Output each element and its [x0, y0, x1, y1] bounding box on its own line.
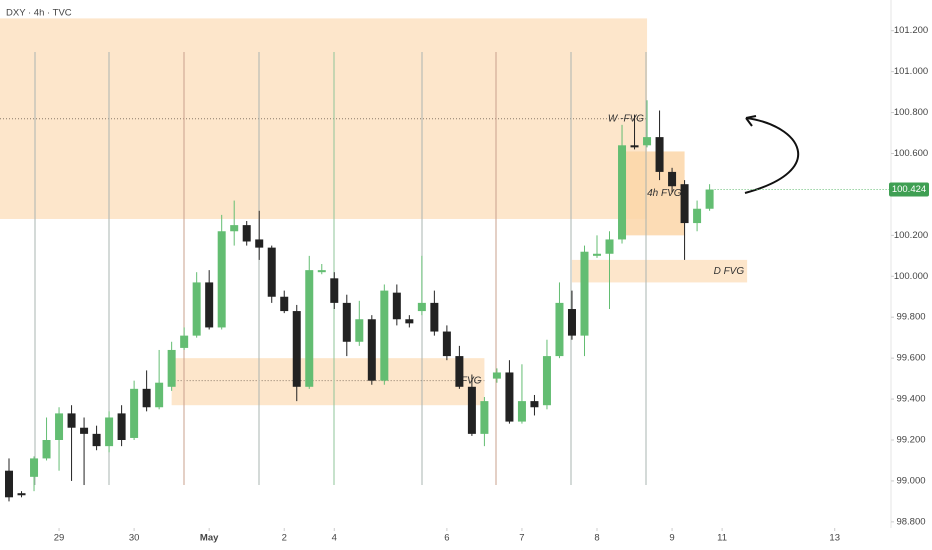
candle-body	[492, 372, 501, 379]
candle-body	[680, 184, 689, 224]
fvg-zone	[622, 151, 685, 236]
candle-body	[530, 401, 539, 408]
candle-body	[542, 356, 551, 406]
candle-body	[30, 458, 39, 477]
candle-body	[593, 253, 602, 256]
zone-label: D FVG	[714, 266, 745, 277]
candle-body	[668, 171, 677, 187]
x-tick-label: 13	[829, 533, 840, 544]
fvg-zone	[171, 358, 485, 406]
candle-body	[643, 137, 652, 146]
y-tick-label: 99.800	[896, 312, 925, 323]
candle-body	[17, 493, 26, 496]
candle-body	[92, 433, 101, 447]
fvg-zone	[0, 18, 648, 219]
zone-label: FVG	[461, 375, 482, 386]
y-tick-label: 100.600	[894, 148, 928, 159]
candle-body	[330, 278, 339, 303]
candle-body	[705, 189, 714, 209]
y-tick-label: 101.200	[894, 25, 928, 36]
candle-body	[130, 388, 139, 438]
y-tick-label: 101.000	[894, 66, 928, 77]
y-tick-label: 100.800	[894, 107, 928, 118]
candle-body	[580, 251, 589, 336]
chart-title: DXY · 4h · TVC	[6, 8, 72, 19]
candle-body	[567, 309, 576, 336]
candle-body	[142, 388, 151, 408]
arrow	[744, 115, 800, 194]
candle-body	[417, 302, 426, 312]
candle-body	[517, 401, 526, 422]
y-tick-label: 99.200	[896, 435, 925, 446]
candle-body	[267, 247, 276, 297]
candle-body	[217, 231, 226, 328]
candle-body	[655, 137, 664, 172]
candle-body	[192, 282, 201, 336]
candle-body	[5, 470, 14, 498]
candle-body	[618, 145, 627, 240]
candle-body	[117, 413, 126, 440]
candle-body	[342, 302, 351, 342]
candle-body	[242, 225, 251, 242]
x-tick-label: 8	[594, 533, 599, 544]
y-tick-label: 99.400	[896, 394, 925, 405]
candle-body	[467, 386, 476, 434]
y-tick-label: 98.800	[896, 516, 925, 527]
candle-body	[630, 145, 639, 148]
x-tick-label: 11	[717, 533, 727, 544]
zone-label: 4h FVG	[647, 188, 682, 199]
x-tick-label: 9	[669, 533, 674, 544]
candle-body	[430, 302, 439, 332]
candle-body	[380, 290, 389, 381]
candle-body	[230, 225, 239, 232]
fvg-zone	[571, 259, 748, 283]
candle-body	[367, 319, 376, 381]
candle-body	[205, 282, 214, 328]
candle-body	[55, 413, 64, 440]
last-price-label: 100.424	[892, 184, 926, 195]
candle-body	[405, 319, 414, 324]
x-tick-label: 29	[54, 533, 65, 544]
candle-body	[505, 372, 514, 422]
candle-body	[480, 401, 489, 434]
x-tick-label: 30	[129, 533, 140, 544]
candle-body	[555, 302, 564, 357]
candle-body	[80, 427, 89, 434]
x-tick-label: 7	[519, 533, 524, 544]
candle-body	[255, 239, 264, 248]
candle-body	[317, 270, 326, 273]
y-tick-label: 100.000	[894, 271, 928, 282]
candle-body	[280, 296, 289, 312]
candle-body	[292, 311, 301, 387]
candle-body	[392, 292, 401, 320]
candle-body	[305, 270, 314, 387]
x-tick-label: May	[200, 533, 219, 544]
last-price-tag	[889, 182, 929, 197]
candle-body	[355, 319, 364, 342]
x-tick-label: 6	[444, 533, 449, 544]
candle-body	[167, 349, 176, 387]
y-tick-label: 100.200	[894, 230, 928, 241]
candle-body	[180, 335, 189, 348]
candle-body	[42, 440, 51, 459]
candle-body	[105, 417, 114, 447]
x-tick-label: 2	[282, 533, 287, 544]
candle-body	[455, 356, 464, 387]
zone-label: W -FVG	[608, 113, 644, 124]
candle-body	[67, 413, 76, 428]
candle-body	[442, 331, 451, 357]
y-tick-label: 99.600	[896, 353, 925, 364]
candle-body	[605, 239, 614, 254]
candle-body	[155, 382, 164, 408]
x-tick-label: 4	[332, 533, 337, 544]
candle-body	[693, 208, 702, 224]
y-tick-label: 99.000	[896, 475, 925, 486]
